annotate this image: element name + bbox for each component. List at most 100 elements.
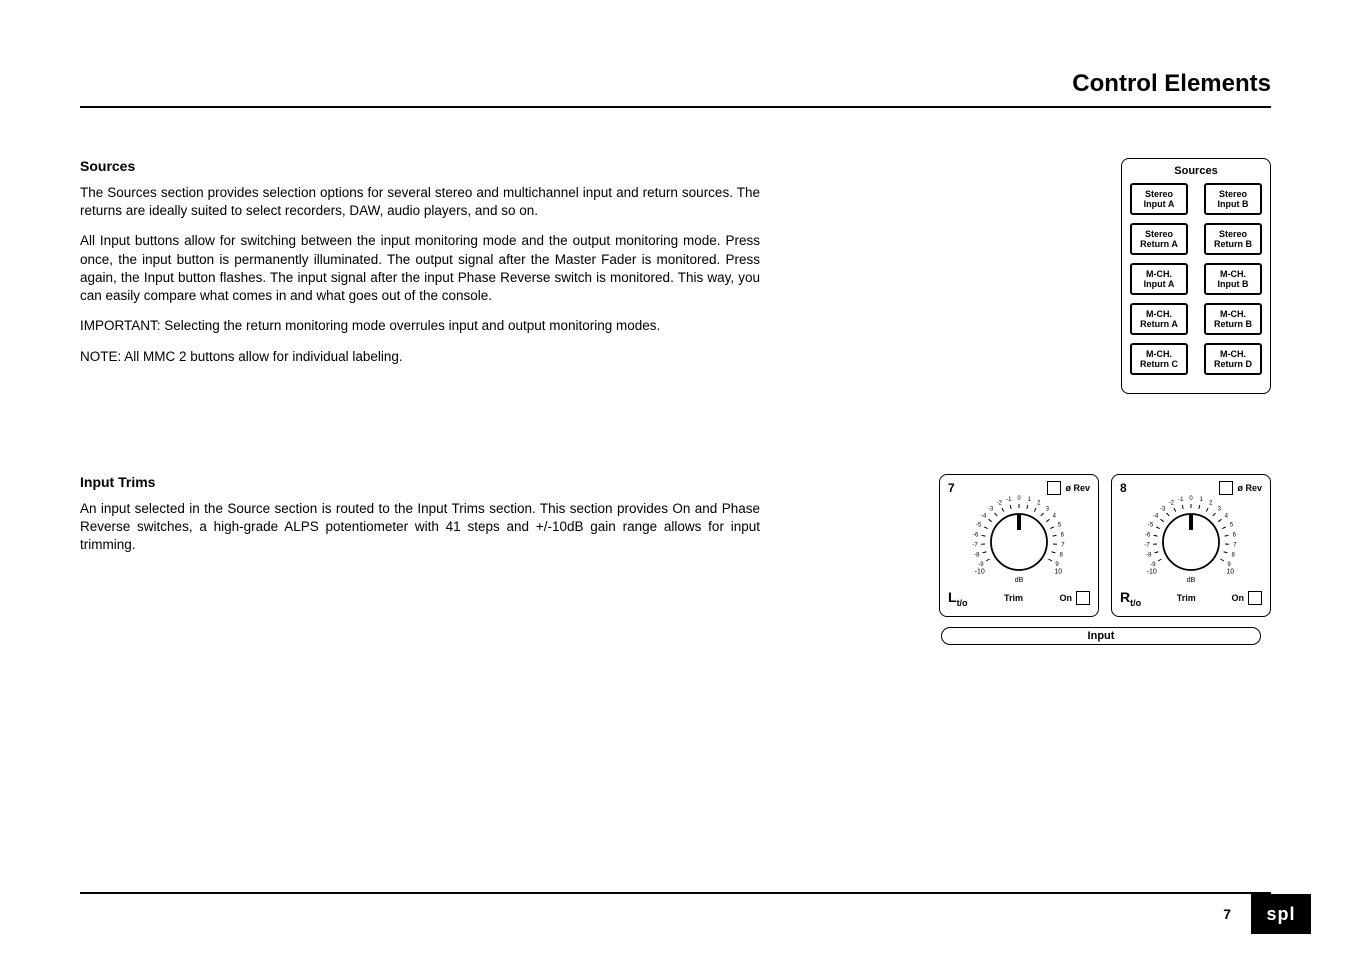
- knob-number: 7: [948, 481, 955, 495]
- svg-text:3: 3: [1218, 506, 1222, 512]
- svg-text:-1: -1: [1178, 497, 1184, 503]
- source-button[interactable]: StereoReturn A: [1130, 223, 1188, 255]
- source-button[interactable]: StereoInput A: [1130, 183, 1188, 215]
- source-button-line2: Return A: [1140, 239, 1178, 249]
- svg-text:-7: -7: [972, 543, 978, 549]
- svg-text:-10: -10: [975, 569, 985, 576]
- channel-label: Rt/o: [1120, 589, 1141, 608]
- source-button-line1: M-CH.: [1146, 349, 1172, 359]
- source-button-line1: Stereo: [1219, 189, 1247, 199]
- svg-text:5: 5: [1058, 523, 1062, 529]
- phase-reverse-group: ø Rev: [1219, 481, 1262, 495]
- on-group: On: [1231, 591, 1262, 605]
- sources-p3: IMPORTANT: Selecting the return monitori…: [80, 317, 760, 335]
- on-button[interactable]: [1248, 591, 1262, 605]
- source-button-line2: Return A: [1140, 319, 1178, 329]
- source-button-line2: Input A: [1144, 279, 1175, 289]
- svg-text:-2: -2: [997, 501, 1003, 507]
- source-button[interactable]: M-CH.Input A: [1130, 263, 1188, 295]
- source-button[interactable]: M-CH.Return C: [1130, 343, 1188, 375]
- trim-dial[interactable]: -9-8-7-6-5-4-3-2-10123456789-1010dB: [1120, 497, 1262, 587]
- svg-text:8: 8: [1231, 553, 1235, 559]
- input-pill: Input: [941, 627, 1261, 645]
- svg-text:spl: spl: [1266, 904, 1295, 924]
- sources-panel-title: Sources: [1130, 165, 1262, 177]
- sources-button-row: M-CH.Return AM-CH.Return B: [1130, 303, 1262, 335]
- svg-text:-2: -2: [1169, 501, 1175, 507]
- on-group: On: [1059, 591, 1090, 605]
- spl-logo: spl: [1251, 894, 1311, 934]
- svg-text:-1: -1: [1006, 497, 1012, 503]
- trim-label: Trim: [1004, 593, 1023, 603]
- svg-text:2: 2: [1209, 501, 1213, 507]
- svg-text:6: 6: [1061, 532, 1065, 538]
- source-button-line2: Input B: [1218, 279, 1249, 289]
- svg-text:0: 0: [1017, 496, 1021, 502]
- svg-text:1: 1: [1027, 497, 1031, 503]
- dial-icon: -9-8-7-6-5-4-3-2-10123456789-1010dB: [1119, 494, 1263, 590]
- source-button[interactable]: M-CH.Input B: [1204, 263, 1262, 295]
- source-button-line2: Return D: [1214, 359, 1252, 369]
- svg-text:-9: -9: [978, 562, 984, 568]
- sources-p2: All Input buttons allow for switching be…: [80, 232, 760, 305]
- page-title: Control Elements: [1072, 70, 1271, 97]
- source-button-line1: Stereo: [1145, 189, 1173, 199]
- svg-text:4: 4: [1053, 514, 1057, 520]
- footer-rule: [80, 892, 1271, 894]
- source-button-line2: Return B: [1214, 239, 1252, 249]
- sources-button-row: M-CH.Return CM-CH.Return D: [1130, 343, 1262, 375]
- sources-heading: Sources: [80, 158, 760, 174]
- svg-text:5: 5: [1230, 523, 1234, 529]
- source-button[interactable]: M-CH.Return B: [1204, 303, 1262, 335]
- phase-reverse-button[interactable]: [1219, 481, 1233, 495]
- sources-button-row: M-CH.Input A M-CH.Input B: [1130, 263, 1262, 295]
- knob-panel-left: 7ø Rev-9-8-7-6-5-4-3-2-10123456789-1010d…: [939, 474, 1099, 617]
- dial-icon: -9-8-7-6-5-4-3-2-10123456789-1010dB: [947, 494, 1091, 590]
- sources-row: Sources The Sources section provides sel…: [80, 158, 1271, 394]
- svg-text:0: 0: [1189, 496, 1193, 502]
- source-button-line2: Input A: [1144, 199, 1175, 209]
- sources-p4: NOTE: All MMC 2 buttons allow for indivi…: [80, 348, 760, 366]
- source-button-line1: M-CH.: [1146, 309, 1172, 319]
- on-label: On: [1059, 593, 1072, 603]
- on-label: On: [1231, 593, 1244, 603]
- page-number: 7: [1223, 906, 1231, 922]
- source-button[interactable]: M-CH.Return D: [1204, 343, 1262, 375]
- trim-label: Trim: [1177, 593, 1196, 603]
- svg-text:-8: -8: [1146, 553, 1152, 559]
- svg-text:4: 4: [1225, 514, 1229, 520]
- svg-text:-5: -5: [976, 523, 982, 529]
- source-button-line1: M-CH.: [1220, 349, 1246, 359]
- source-button-line1: Stereo: [1219, 229, 1247, 239]
- source-button[interactable]: StereoReturn B: [1204, 223, 1262, 255]
- knob-top: 8ø Rev: [1120, 481, 1262, 495]
- source-button[interactable]: StereoInput B: [1204, 183, 1262, 215]
- svg-text:-9: -9: [1150, 562, 1156, 568]
- sources-button-row: StereoInput AStereoInput B: [1130, 183, 1262, 215]
- svg-text:7: 7: [1061, 543, 1065, 549]
- source-button[interactable]: M-CH.Return A: [1130, 303, 1188, 335]
- svg-text:dB: dB: [1187, 577, 1196, 584]
- source-button-line1: M-CH.: [1220, 309, 1246, 319]
- phase-reverse-label: ø Rev: [1237, 483, 1262, 493]
- sources-text: Sources The Sources section provides sel…: [80, 158, 760, 378]
- svg-text:7: 7: [1233, 543, 1237, 549]
- sources-panel: Sources StereoInput AStereoInput BStereo…: [1121, 158, 1271, 394]
- svg-text:-6: -6: [1145, 532, 1151, 538]
- on-button[interactable]: [1076, 591, 1090, 605]
- knob-bottom-row: Rt/o Trim On: [1120, 589, 1262, 608]
- svg-text:9: 9: [1227, 562, 1231, 568]
- svg-text:9: 9: [1055, 562, 1059, 568]
- svg-text:-5: -5: [1148, 523, 1154, 529]
- trim-dial[interactable]: -9-8-7-6-5-4-3-2-10123456789-1010dB: [948, 497, 1090, 587]
- svg-text:-7: -7: [1144, 543, 1150, 549]
- svg-text:-3: -3: [988, 506, 994, 512]
- spl-logo-icon: spl: [1259, 902, 1303, 926]
- svg-text:1: 1: [1199, 497, 1203, 503]
- svg-text:-6: -6: [973, 532, 979, 538]
- phase-reverse-label: ø Rev: [1065, 483, 1090, 493]
- svg-text:2: 2: [1037, 501, 1041, 507]
- svg-text:dB: dB: [1015, 577, 1024, 584]
- trims-row: Input Trims An input selected in the Sou…: [80, 474, 1271, 645]
- phase-reverse-button[interactable]: [1047, 481, 1061, 495]
